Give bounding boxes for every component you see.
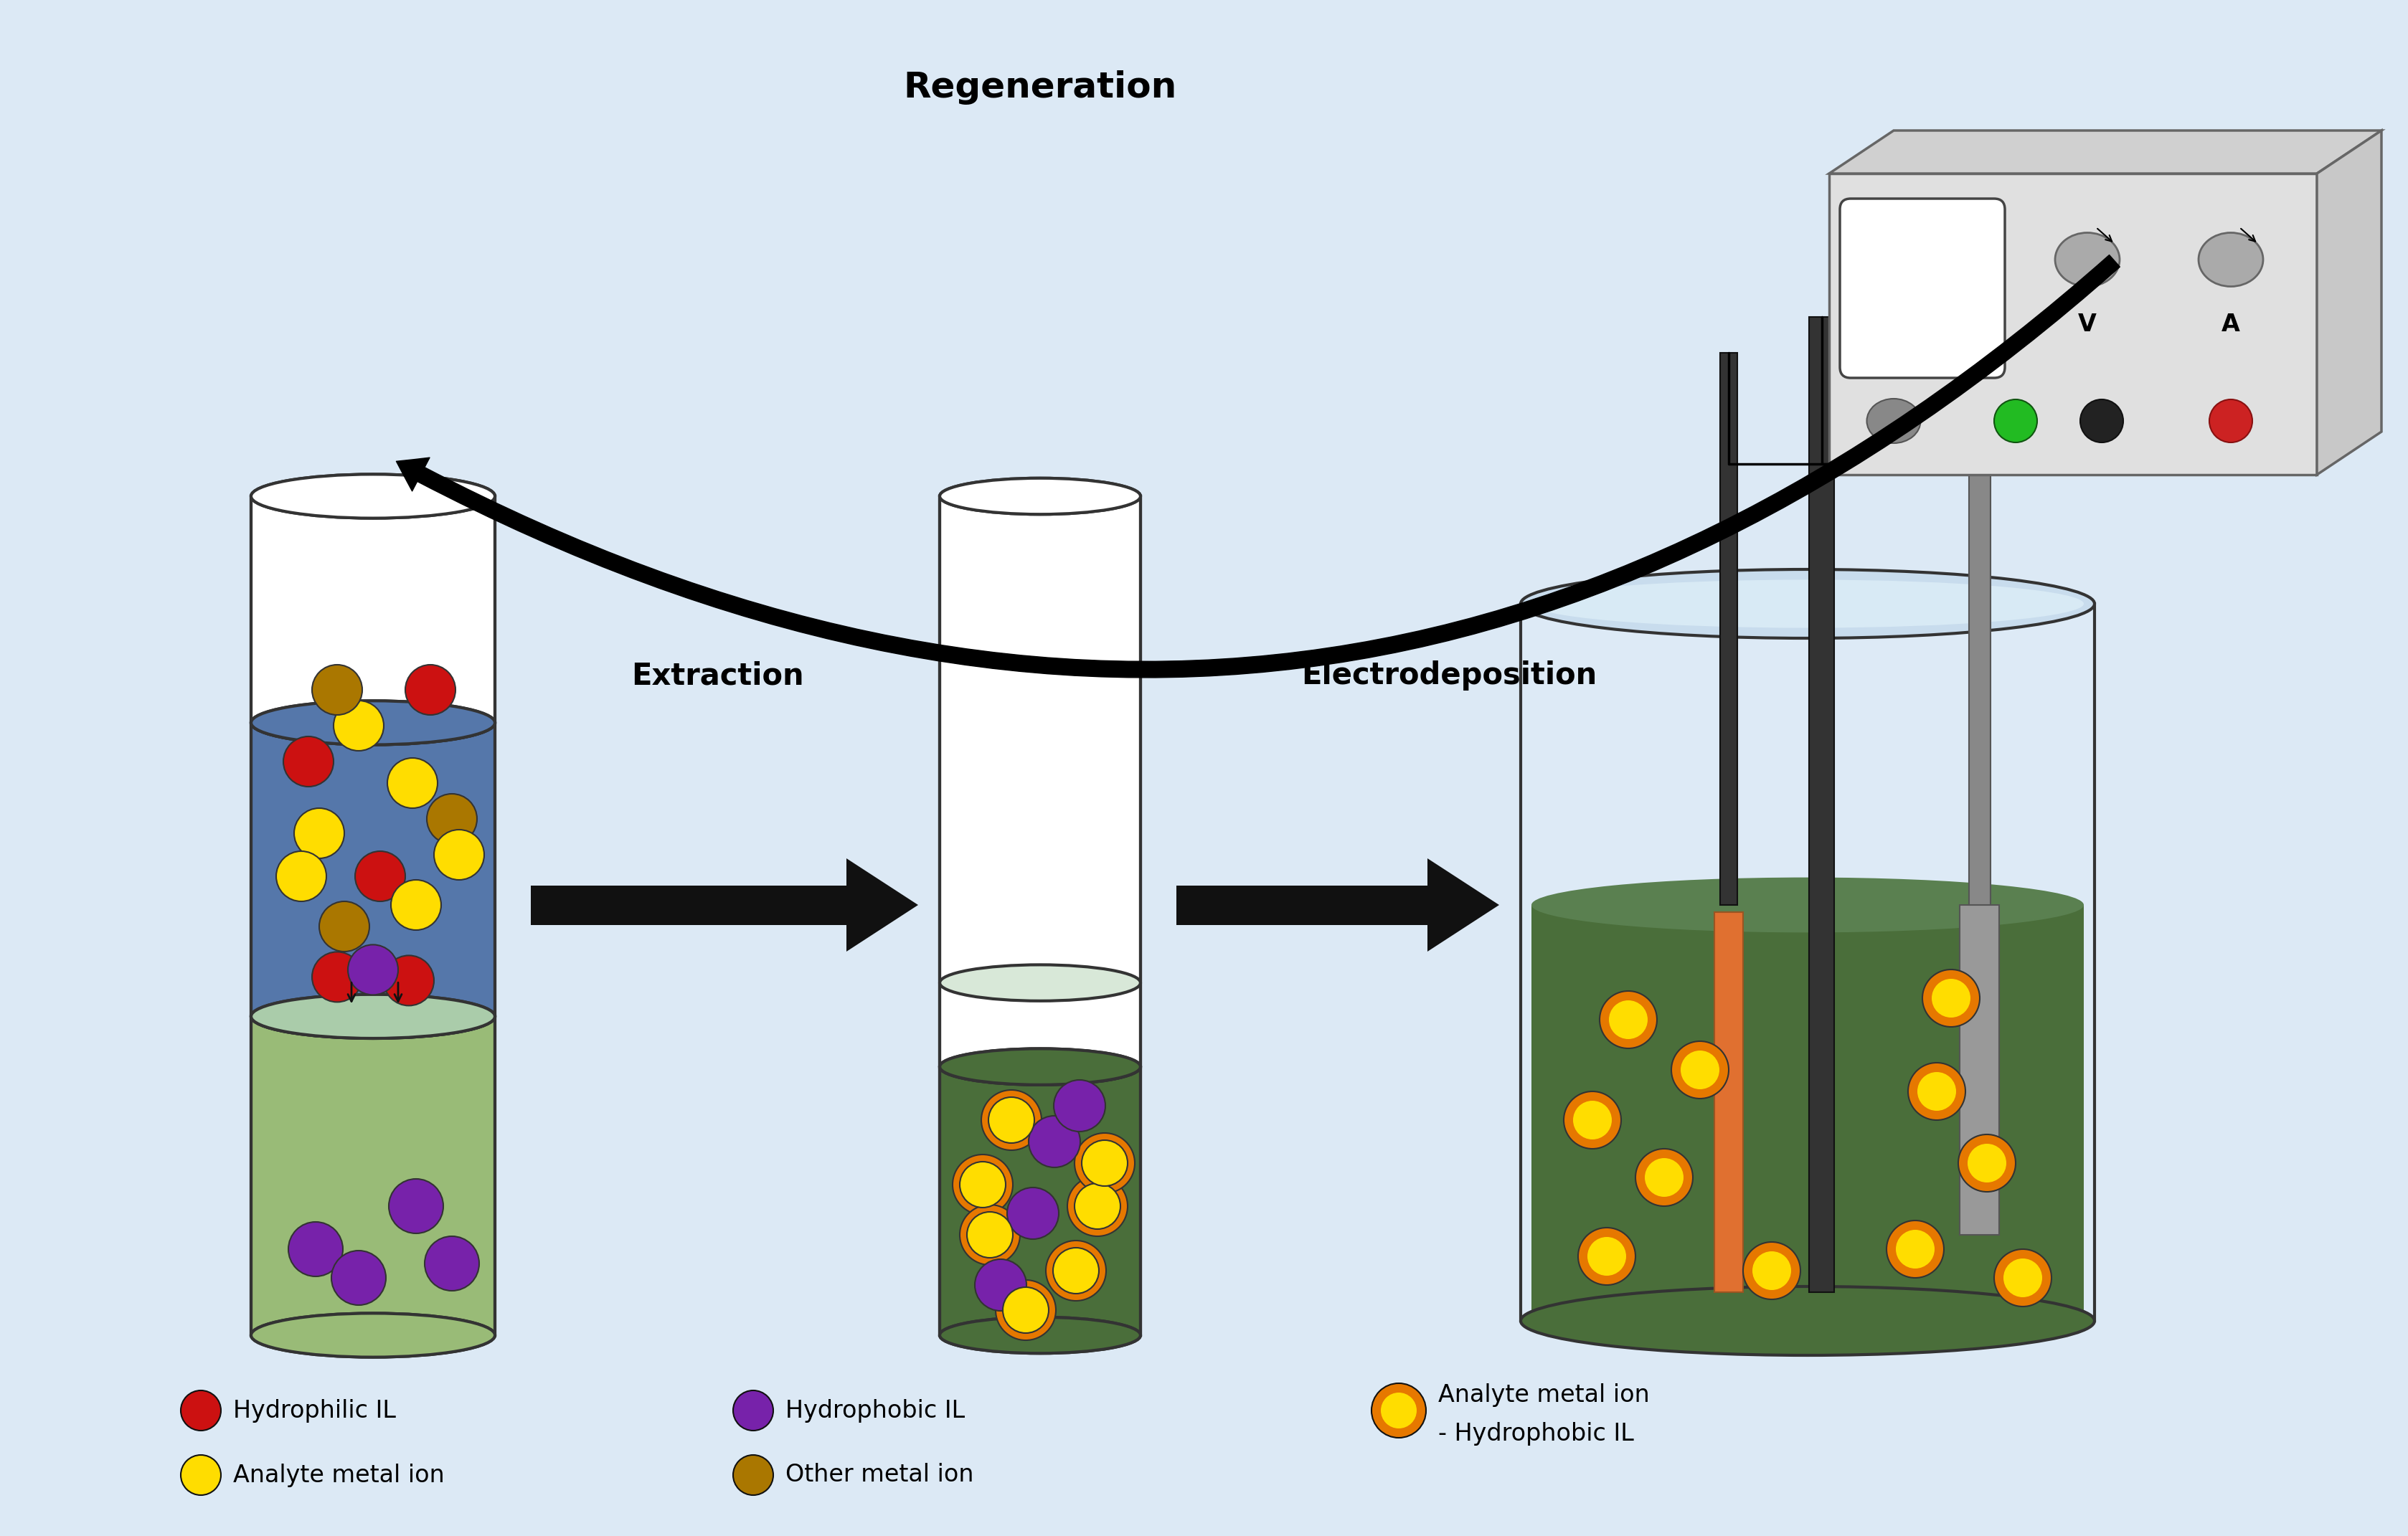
Ellipse shape xyxy=(939,478,1141,515)
Circle shape xyxy=(388,757,438,808)
Polygon shape xyxy=(848,859,917,952)
Circle shape xyxy=(975,1260,1026,1310)
Circle shape xyxy=(1052,1247,1098,1293)
Ellipse shape xyxy=(1522,570,2095,637)
Ellipse shape xyxy=(939,1049,1141,1084)
Bar xyxy=(1808,316,1835,1292)
Circle shape xyxy=(181,1455,222,1495)
Circle shape xyxy=(1067,1177,1127,1236)
Ellipse shape xyxy=(939,478,1141,515)
Ellipse shape xyxy=(939,965,1141,1001)
Circle shape xyxy=(1743,1243,1801,1299)
Text: Hydrophobic IL: Hydrophobic IL xyxy=(785,1399,966,1422)
Circle shape xyxy=(1007,1187,1060,1240)
FancyBboxPatch shape xyxy=(1840,198,2006,378)
Circle shape xyxy=(424,1236,479,1290)
FancyArrowPatch shape xyxy=(397,255,2119,677)
Circle shape xyxy=(390,880,441,931)
Text: Regeneration: Regeneration xyxy=(903,71,1178,104)
Circle shape xyxy=(335,700,383,751)
Circle shape xyxy=(732,1390,773,1430)
Circle shape xyxy=(1380,1393,1416,1428)
Circle shape xyxy=(1967,1144,2006,1183)
Ellipse shape xyxy=(1866,399,1922,444)
Bar xyxy=(530,885,848,925)
Circle shape xyxy=(1671,1041,1729,1098)
Circle shape xyxy=(1885,1221,1943,1278)
Ellipse shape xyxy=(250,1313,496,1358)
Circle shape xyxy=(995,1279,1055,1341)
Bar xyxy=(250,496,496,723)
Circle shape xyxy=(347,945,397,995)
Polygon shape xyxy=(2316,131,2382,475)
Circle shape xyxy=(181,1390,222,1430)
Ellipse shape xyxy=(250,994,496,1038)
Circle shape xyxy=(1599,991,1657,1049)
Circle shape xyxy=(1609,1000,1647,1038)
Ellipse shape xyxy=(250,700,496,745)
Bar xyxy=(250,1017,496,1335)
Text: - Hydrophobic IL: - Hydrophobic IL xyxy=(1438,1422,1635,1445)
Polygon shape xyxy=(1830,174,2316,475)
Circle shape xyxy=(1045,1241,1105,1301)
Text: Other metal ion: Other metal ion xyxy=(785,1464,973,1487)
Ellipse shape xyxy=(2199,232,2264,287)
Circle shape xyxy=(961,1161,1007,1207)
Circle shape xyxy=(1994,399,2037,442)
Text: Extraction: Extraction xyxy=(631,660,804,691)
Circle shape xyxy=(313,665,361,714)
Circle shape xyxy=(1922,969,1979,1028)
Circle shape xyxy=(1895,1230,1934,1269)
Circle shape xyxy=(987,1097,1035,1143)
Text: V: V xyxy=(2078,312,2097,336)
Text: Analyte metal ion: Analyte metal ion xyxy=(1438,1382,1649,1407)
Circle shape xyxy=(1931,978,1970,1017)
Bar xyxy=(1178,885,1428,925)
Ellipse shape xyxy=(250,700,496,745)
Circle shape xyxy=(1373,1384,1426,1438)
Ellipse shape xyxy=(1522,1287,2095,1355)
Circle shape xyxy=(1753,1252,1792,1290)
Circle shape xyxy=(294,808,344,859)
Circle shape xyxy=(1074,1183,1120,1229)
Circle shape xyxy=(2208,399,2251,442)
Bar xyxy=(1531,905,2083,1321)
Bar xyxy=(1970,375,1991,905)
Circle shape xyxy=(732,1455,773,1495)
Ellipse shape xyxy=(1531,579,2083,628)
Bar xyxy=(939,1066,1141,1335)
Circle shape xyxy=(320,902,368,952)
Text: Analyte metal ion: Analyte metal ion xyxy=(234,1464,445,1487)
Ellipse shape xyxy=(939,1318,1141,1353)
Bar xyxy=(1714,912,1743,1292)
Circle shape xyxy=(405,665,455,714)
Circle shape xyxy=(1635,1149,1693,1206)
Circle shape xyxy=(388,1180,443,1233)
Circle shape xyxy=(1681,1051,1719,1089)
Circle shape xyxy=(354,851,405,902)
Circle shape xyxy=(1572,1101,1611,1140)
Text: A: A xyxy=(2223,312,2239,336)
Ellipse shape xyxy=(939,1049,1141,1084)
Polygon shape xyxy=(1428,859,1500,952)
Circle shape xyxy=(982,1091,1043,1150)
Circle shape xyxy=(426,794,477,843)
Ellipse shape xyxy=(250,1313,496,1358)
Circle shape xyxy=(1958,1135,2015,1192)
Circle shape xyxy=(1587,1236,1625,1276)
Ellipse shape xyxy=(2054,232,2119,287)
Ellipse shape xyxy=(250,475,496,518)
Ellipse shape xyxy=(939,1318,1141,1353)
Circle shape xyxy=(433,829,484,880)
Circle shape xyxy=(1907,1063,1965,1120)
Ellipse shape xyxy=(939,1049,1141,1084)
Circle shape xyxy=(2003,1258,2042,1298)
Circle shape xyxy=(1994,1249,2052,1307)
Text: Hydrophilic IL: Hydrophilic IL xyxy=(234,1399,395,1422)
Circle shape xyxy=(961,1204,1021,1266)
Circle shape xyxy=(1074,1134,1134,1193)
Polygon shape xyxy=(1830,131,2382,174)
Circle shape xyxy=(1081,1140,1127,1186)
Circle shape xyxy=(1028,1115,1081,1167)
